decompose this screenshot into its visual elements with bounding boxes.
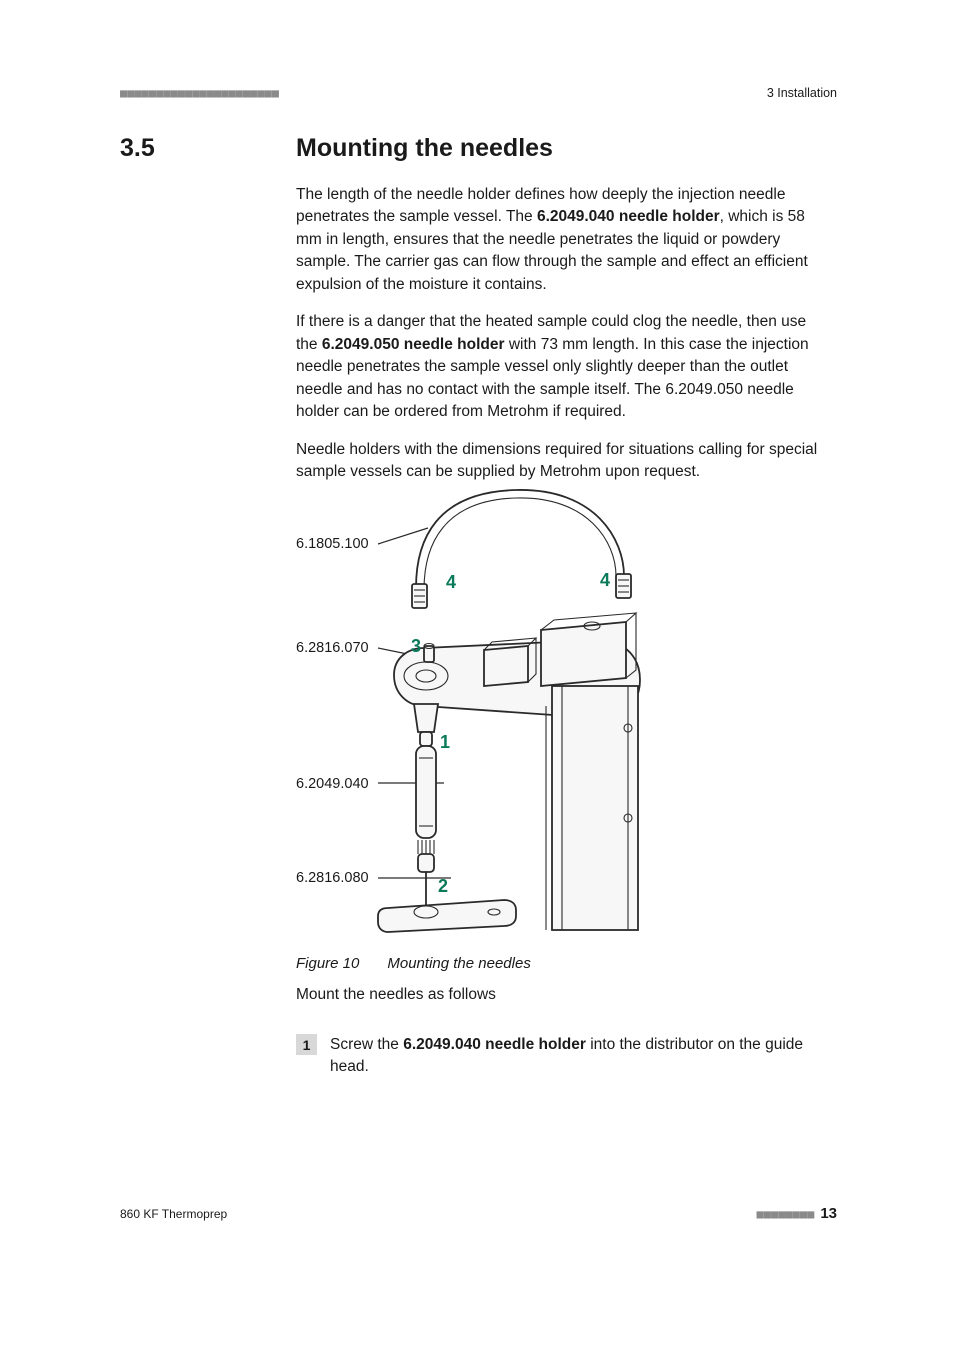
step-text-fragment: Screw the (330, 1036, 403, 1053)
figure-diagram: 6.1805.100 6.2816.070 6.2049.040 6.2816.… (296, 480, 741, 940)
section-heading: 3.5 Mounting the needles (120, 134, 834, 163)
section-number: 3.5 (120, 134, 296, 163)
part-label: 6.1805.100 (296, 536, 369, 552)
step-number-box: 1 (296, 1034, 317, 1055)
part-label: 6.2816.080 (296, 870, 369, 886)
footer-page-number: 13 (820, 1205, 837, 1222)
paragraph-bold: 6.2049.040 needle holder (537, 208, 720, 225)
step-text: Screw the 6.2049.040 needle holder into … (330, 1034, 820, 1079)
header-chapter: 3 Installation (767, 86, 837, 100)
step-1: 1 Screw the 6.2049.040 needle holder int… (296, 1034, 820, 1079)
part-label: 6.2816.070 (296, 640, 369, 656)
paragraph-1: The length of the needle holder defines … (296, 184, 825, 296)
section-title: Mounting the needles (296, 134, 553, 163)
footer-decoration: ■■■■■■■■ (757, 1207, 815, 1221)
figure-caption: Figure 10 Mounting the needles (296, 955, 531, 972)
callout-2: 2 (438, 876, 448, 896)
callout-4b: 4 (600, 570, 610, 590)
footer-product: 860 KF Thermoprep (120, 1207, 227, 1221)
mount-instruction: Mount the needles as follows (296, 986, 496, 1004)
paragraph-3: Needle holders with the dimensions requi… (296, 439, 825, 484)
paragraph-bold: 6.2049.050 needle holder (322, 336, 505, 353)
callout-1: 1 (440, 732, 450, 752)
figure-number: Figure 10 (296, 955, 359, 972)
figure-title: Mounting the needles (387, 955, 530, 972)
paragraph-2: If there is a danger that the heated sam… (296, 311, 825, 423)
callout-3: 3 (411, 636, 421, 656)
step-text-bold: 6.2049.040 needle holder (403, 1036, 586, 1053)
callout-4a: 4 (446, 572, 456, 592)
header-decoration-left: ■■■■■■■■■■■■■■■■■■■■■■ (120, 86, 279, 100)
part-label: 6.2049.040 (296, 776, 369, 792)
